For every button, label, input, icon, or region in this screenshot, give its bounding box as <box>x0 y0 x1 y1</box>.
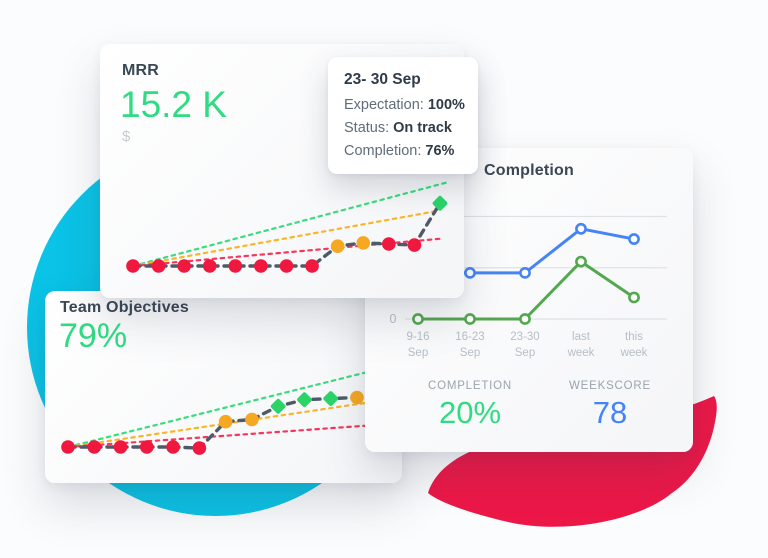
mrr-currency-unit: $ <box>122 128 131 145</box>
team-objectives-title: Team Objectives <box>60 299 189 316</box>
svg-text:week: week <box>567 347 595 359</box>
svg-text:Sep: Sep <box>460 347 480 359</box>
tooltip-expectation-value: 100% <box>427 97 465 113</box>
mrr-title: MRR <box>122 62 160 79</box>
team-objectives-chart[interactable] <box>45 291 402 483</box>
svg-text:Sep: Sep <box>408 347 428 359</box>
tooltip-date-range: 23- 30 Sep <box>344 71 421 88</box>
tooltip-completion-row: Completion: 76% <box>344 140 463 163</box>
svg-text:0: 0 <box>390 312 397 326</box>
svg-text:last: last <box>572 331 591 343</box>
tooltip-completion-value: 76% <box>425 143 455 159</box>
svg-text:9-16: 9-16 <box>406 331 429 343</box>
completion-stat-value: 20% <box>438 395 502 430</box>
tooltip-completion-label: Completion: <box>344 143 422 159</box>
team-objectives-card: Team Objectives 79% <box>45 291 402 483</box>
tooltip-expectation-label: Expectation: <box>344 97 424 113</box>
svg-text:16-23: 16-23 <box>455 331 484 343</box>
svg-text:23-30: 23-30 <box>510 331 539 343</box>
svg-text:this: this <box>625 331 643 343</box>
svg-text:week: week <box>620 347 648 359</box>
completion-stat-label: COMPLETION <box>427 380 513 392</box>
mrr-chart[interactable] <box>120 174 450 296</box>
tooltip-status-row: Status: On track <box>344 117 463 140</box>
mrr-value: 15.2 K <box>120 84 227 125</box>
completion-stat: COMPLETION 20% <box>400 380 540 431</box>
tooltip-status-label: Status: <box>344 120 390 136</box>
completion-title: Completion <box>484 162 574 179</box>
tooltip-expectation-row: Expectation: 100% <box>344 94 465 117</box>
weekscore-stat-label: WEEKSCORE <box>569 380 651 392</box>
chart-tooltip: 23- 30 Sep Expectation: 100% Status: On tr… <box>328 57 478 174</box>
team-objectives-value: 79% <box>59 317 128 355</box>
tooltip-status-value: On track <box>393 120 452 136</box>
svg-text:Sep: Sep <box>515 347 535 359</box>
weekscore-stat: WEEKSCORE 78 <box>540 380 680 431</box>
weekscore-stat-value: 78 <box>592 395 628 430</box>
